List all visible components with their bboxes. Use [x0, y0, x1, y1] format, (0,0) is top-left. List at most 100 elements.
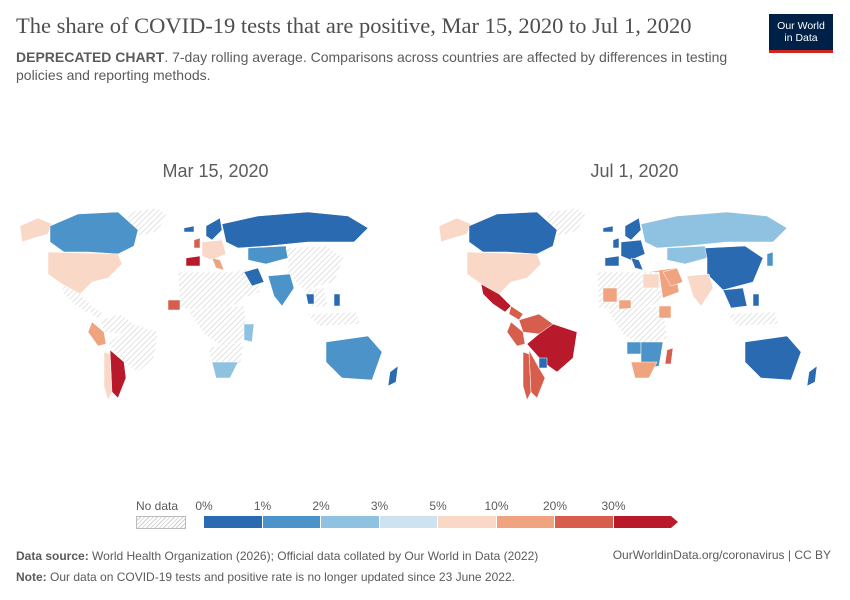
world-map-jul-1: [438, 207, 818, 401]
region-central-america[interactable]: [89, 305, 105, 321]
subtitle-deprecated-label: DEPRECATED CHART: [16, 49, 165, 65]
legend-color-bin: [496, 516, 554, 528]
region-canada[interactable]: [468, 211, 558, 255]
region-iceland[interactable]: [602, 225, 614, 233]
region-central-africa[interactable]: [606, 305, 668, 349]
legend-color-bin: [379, 516, 437, 528]
region-mauritania[interactable]: [167, 299, 181, 311]
region-philippines[interactable]: [333, 293, 341, 307]
legend-no-data-swatch: [136, 516, 186, 529]
region-mexico[interactable]: [61, 283, 93, 313]
region-iran[interactable]: [243, 267, 265, 287]
region-chile[interactable]: [103, 351, 113, 401]
region-russia[interactable]: [221, 211, 369, 249]
region-new-zealand[interactable]: [387, 365, 399, 387]
region-argentina[interactable]: [109, 349, 127, 399]
region-australia[interactable]: [744, 335, 802, 381]
logo-line-2: in Data: [784, 32, 818, 44]
subtitle-description: . 7-day rolling average. Comparisons acr…: [16, 49, 728, 83]
note-line: Note: Our data on COVID-19 tests and pos…: [16, 569, 515, 585]
region-uk[interactable]: [612, 237, 620, 249]
region-mali[interactable]: [602, 287, 618, 303]
map-panel-jul-1: Jul 1, 2020: [427, 152, 842, 412]
legend-tick-label: 5%: [429, 499, 447, 513]
legend-tick-label: 10%: [484, 499, 509, 513]
region-iran[interactable]: [662, 267, 684, 287]
region-italy[interactable]: [211, 257, 225, 271]
region-mexico[interactable]: [480, 283, 512, 313]
region-united-states[interactable]: [466, 251, 542, 295]
data-source-text: World Health Organization (2026); Offici…: [88, 549, 539, 563]
region-north-africa[interactable]: [177, 271, 245, 313]
chart-subtitle: DEPRECATED CHART. 7-day rolling average.…: [16, 48, 746, 84]
region-philippines[interactable]: [752, 293, 760, 307]
region-alaska[interactable]: [19, 217, 53, 243]
map-panel-mar-15: Mar 15, 2020: [8, 152, 423, 412]
note-label: Note:: [16, 570, 47, 584]
region-iceland[interactable]: [183, 225, 195, 233]
region-angola[interactable]: [626, 341, 642, 355]
region-norway[interactable]: [624, 217, 642, 241]
region-egypt[interactable]: [642, 273, 660, 289]
region-china[interactable]: [704, 245, 764, 291]
region-australia[interactable]: [325, 335, 383, 381]
region-peru[interactable]: [87, 321, 107, 347]
region-spain[interactable]: [604, 255, 620, 267]
map-title-mar-15: Mar 15, 2020: [162, 161, 269, 181]
data-source-line: Data source: World Health Organization (…: [16, 548, 538, 564]
legend-color-bin: [204, 516, 262, 528]
region-italy[interactable]: [630, 257, 644, 271]
region-norway[interactable]: [205, 217, 223, 241]
region-china[interactable]: [285, 245, 345, 291]
legend-no-data-label: No data: [136, 499, 179, 513]
region-southeast-asia[interactable]: [722, 287, 748, 309]
region-central-america[interactable]: [508, 305, 524, 321]
region-uk[interactable]: [193, 237, 201, 249]
region-kenya[interactable]: [243, 323, 255, 343]
region-united-states[interactable]: [47, 251, 123, 295]
region-europe-west[interactable]: [620, 239, 646, 261]
legend-tick-label: 3%: [370, 499, 389, 513]
site-link[interactable]: OurWorldinData.org/coronavirus | CC BY: [612, 548, 831, 562]
region-new-zealand[interactable]: [806, 365, 818, 387]
legend-color-bin: [262, 516, 320, 528]
region-kazakhstan[interactable]: [666, 245, 708, 265]
region-argentina[interactable]: [528, 349, 546, 399]
legend-tick-label: 2%: [312, 499, 330, 513]
region-kazakhstan[interactable]: [247, 245, 289, 265]
owid-logo[interactable]: Our World in Data: [769, 14, 833, 53]
legend-tick-label: 20%: [542, 499, 568, 513]
region-chile[interactable]: [522, 351, 532, 401]
region-paraguay[interactable]: [538, 357, 548, 369]
region-europe-west[interactable]: [201, 239, 227, 261]
region-ethiopia[interactable]: [658, 305, 672, 319]
region-south-africa[interactable]: [630, 361, 658, 379]
map-title-jul-1: Jul 1, 2020: [590, 161, 679, 181]
legend-color-bin: [438, 516, 496, 528]
region-central-africa[interactable]: [187, 305, 249, 349]
legend-color-bin: [613, 516, 671, 528]
region-indonesia[interactable]: [726, 311, 780, 327]
region-india[interactable]: [267, 273, 295, 307]
legend-tick-label: 30%: [601, 499, 626, 513]
color-legend: No data 0% 1% 2% 3% 5% 10% 20% 30%: [130, 495, 690, 535]
legend-color-bin: [555, 516, 613, 528]
legend-color-bin: [321, 516, 379, 528]
legend-tick-label: 1%: [253, 499, 272, 513]
chart-title: The share of COVID-19 tests that are pos…: [16, 13, 692, 38]
region-canada[interactable]: [49, 211, 139, 255]
region-brazil[interactable]: [107, 323, 159, 373]
region-madagascar[interactable]: [664, 347, 674, 365]
region-peru[interactable]: [506, 321, 526, 347]
region-thailand[interactable]: [305, 293, 315, 305]
region-south-africa[interactable]: [211, 361, 239, 379]
region-russia[interactable]: [640, 211, 788, 249]
note-text: Our data on COVID-19 tests and positive …: [46, 570, 515, 584]
region-india[interactable]: [686, 273, 714, 307]
region-indonesia[interactable]: [307, 311, 361, 327]
region-spain[interactable]: [185, 255, 201, 267]
logo-line-1: Our World: [777, 20, 825, 32]
region-japan[interactable]: [766, 251, 774, 267]
region-alaska[interactable]: [438, 217, 472, 243]
region-brazil[interactable]: [526, 323, 578, 373]
